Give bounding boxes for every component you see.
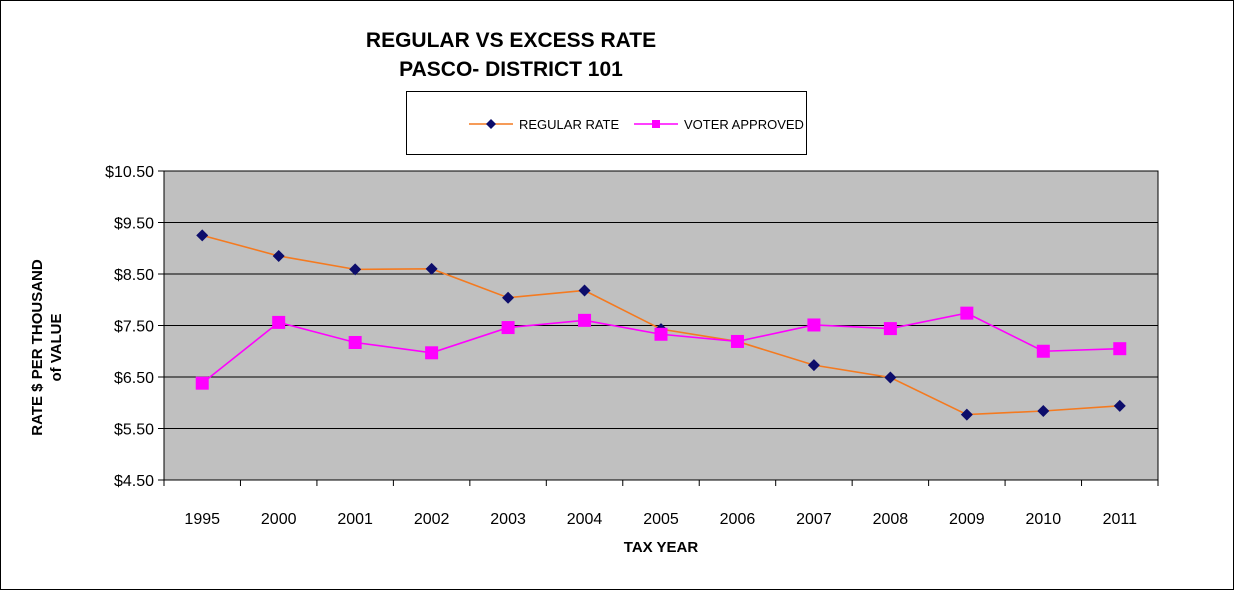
y-axis-title-line2: of VALUE [48,313,65,381]
y-axis-title-line1: RATE $ PER THOUSAND [29,259,46,436]
x-tick-label: 2000 [261,511,297,528]
x-tick-label: 2004 [567,511,603,528]
legend-swatch-voter-approved [634,120,678,128]
y-tick-label: $5.50 [114,422,154,439]
x-tick-label: 2002 [414,511,450,528]
y-tick-label: $6.50 [114,370,154,387]
data-point-voter-approved [195,376,209,390]
x-tick-label: 2001 [337,511,373,528]
y-tick-label: $10.50 [105,164,154,181]
data-point-voter-approved [272,315,286,329]
data-point-voter-approved [1113,342,1127,356]
legend-label-voter-approved: VOTER APPROVED [684,116,804,132]
data-point-voter-approved [348,335,362,349]
legend-label-regular-rate: REGULAR RATE [519,116,620,132]
legend-swatch-regular-rate [469,119,513,129]
y-tick-label: $4.50 [114,473,154,490]
x-tick-label: 2005 [643,511,679,528]
data-point-regular-rate [196,229,209,242]
x-tick-label: 2007 [796,511,832,528]
x-tick-label: 2003 [490,511,526,528]
legend-item-regular-rate: REGULAR RATE [469,116,619,132]
y-tick-label: $7.50 [114,319,154,336]
data-point-regular-rate [349,263,362,276]
legend-item-voter-approved: VOTER APPROVED [634,116,804,132]
y-tick-label: $8.50 [114,267,154,284]
chart-subtitle: PASCO- DISTRICT 101 [399,58,623,81]
data-point-voter-approved [730,334,744,348]
data-point-regular-rate [884,371,897,384]
data-point-regular-rate [578,284,591,297]
data-point-regular-rate [502,291,515,304]
data-point-voter-approved [578,313,592,327]
data-point-voter-approved [807,318,821,332]
x-tick-label: 2009 [949,511,985,528]
data-point-regular-rate [272,249,285,262]
x-tick-label: 2011 [1103,511,1138,528]
x-tick-label: 2010 [1026,511,1062,528]
x-axis-title: TAX YEAR [624,539,699,556]
y-tick-label: $9.50 [114,216,154,233]
data-point-regular-rate [425,262,438,275]
chart-legend: REGULAR RATE VOTER APPROVED [406,91,807,155]
data-point-regular-rate [960,408,973,421]
x-tick-label: 2008 [873,511,909,528]
chart-title: REGULAR VS EXCESS RATE [365,29,657,52]
x-tick-label: 2006 [720,511,756,528]
data-point-voter-approved [1036,344,1050,358]
data-point-voter-approved [654,327,668,341]
x-tick-label: 1995 [184,511,220,528]
data-point-regular-rate [1113,399,1126,412]
data-point-voter-approved [883,322,897,336]
data-point-regular-rate [1037,404,1050,417]
data-point-voter-approved [501,321,515,335]
data-point-voter-approved [960,306,974,320]
data-point-voter-approved [425,346,439,360]
data-point-regular-rate [807,359,820,372]
